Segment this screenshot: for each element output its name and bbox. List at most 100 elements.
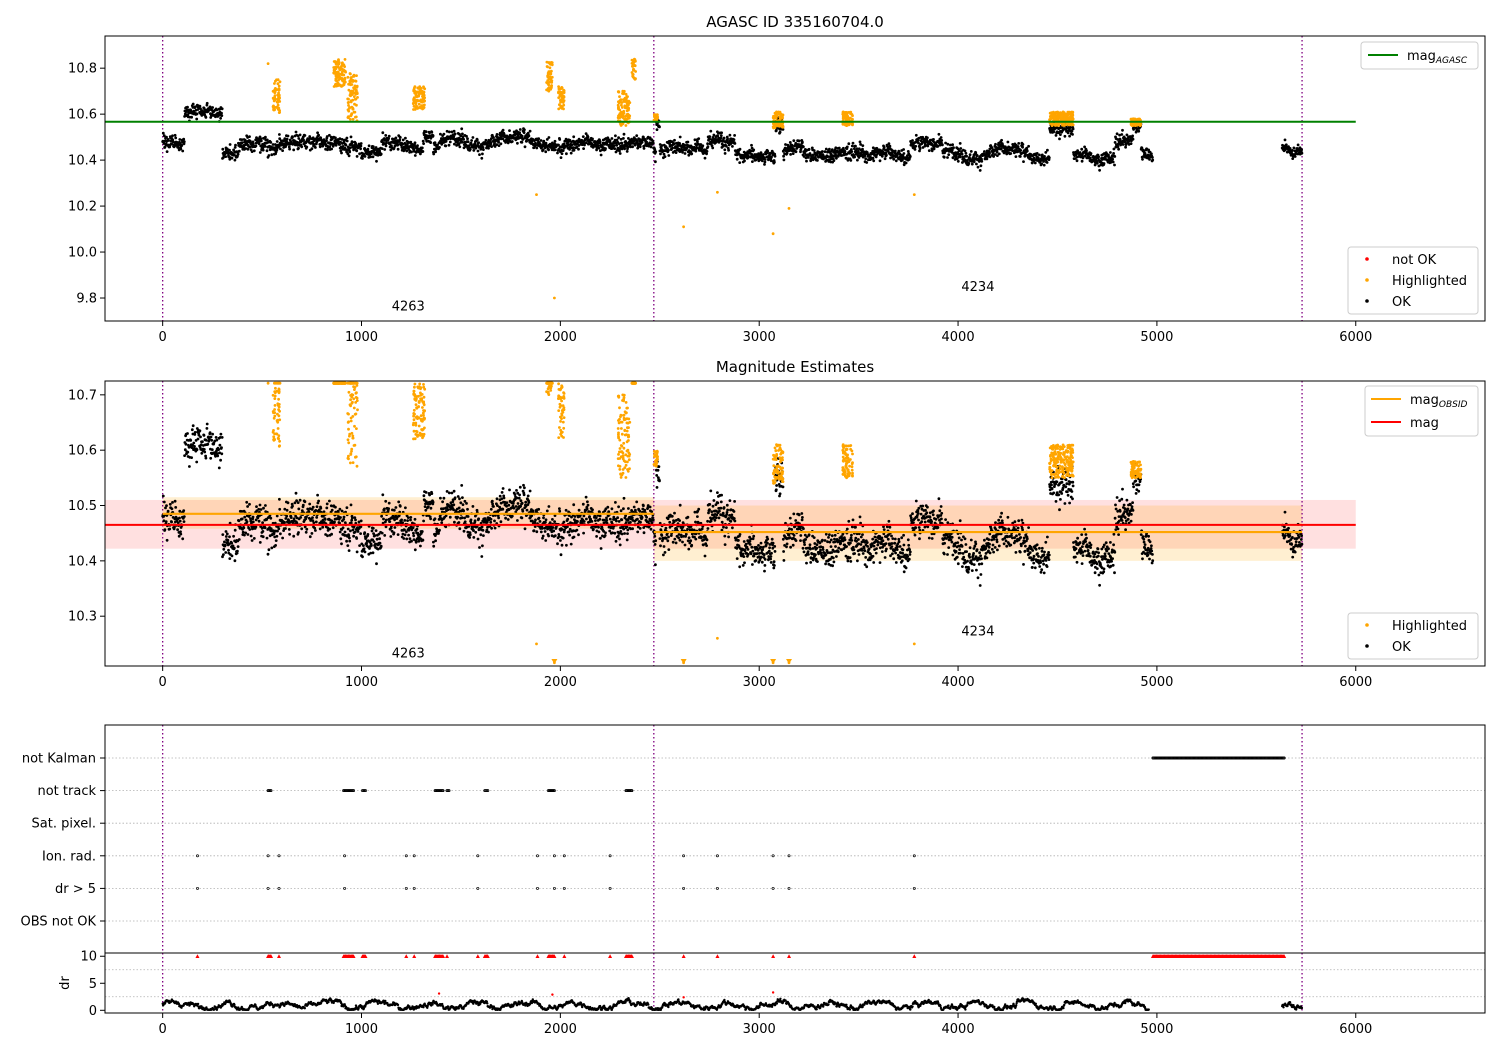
highlighted-point [1132, 117, 1136, 121]
ok-legend-marker [1365, 299, 1369, 303]
ok-point [537, 137, 541, 141]
ok-point [471, 136, 475, 139]
ok-point [850, 150, 854, 154]
ok-point [177, 144, 181, 147]
ok-point [384, 134, 388, 137]
highlighted-point [1050, 113, 1054, 117]
ok-point [678, 135, 682, 139]
ok-point [667, 154, 671, 157]
ok-point [390, 144, 393, 148]
ok-point [205, 101, 209, 105]
ok-point [1038, 153, 1041, 157]
ok-point [195, 117, 199, 121]
ok-point [605, 143, 609, 146]
ok-point [218, 113, 222, 117]
ok-point [681, 150, 684, 154]
ok-point [722, 136, 726, 140]
ok-point [161, 494, 165, 498]
ok-point [297, 146, 300, 150]
ok-point [1078, 151, 1082, 154]
ok-point [345, 136, 349, 140]
highlighted-point [1139, 124, 1142, 127]
ok-point [659, 152, 662, 156]
highlighted-point [346, 75, 350, 79]
ok-point [1291, 149, 1294, 152]
ok-point [660, 144, 664, 147]
ok-point [215, 438, 219, 442]
ok-point [398, 138, 402, 142]
ok-point [495, 143, 499, 147]
ok-point [535, 146, 539, 150]
ok-point [763, 158, 767, 161]
ok-point [278, 497, 281, 501]
highlighted-point [851, 114, 854, 118]
ok-point [706, 145, 710, 149]
ok-point [323, 518, 327, 521]
ok-point [1137, 129, 1141, 133]
ok-point [766, 149, 770, 153]
ok-point [828, 147, 831, 151]
highlighted-point [415, 105, 419, 108]
ok-point [182, 509, 186, 512]
ok-point [178, 138, 182, 141]
ok-point [914, 133, 918, 137]
ok-point [959, 155, 962, 159]
ok-point [568, 148, 571, 151]
ok-point [210, 448, 214, 452]
ok-point [349, 503, 353, 507]
agasc-obsid-labels: 4263 4234 [392, 280, 995, 315]
ok-point [939, 136, 943, 139]
ok-point [378, 537, 381, 541]
ok-point [475, 138, 479, 142]
ok-point [484, 138, 488, 142]
ok-point [314, 146, 317, 149]
ok-point [162, 500, 166, 504]
ok-point [219, 116, 223, 120]
ok-point [193, 105, 197, 109]
highlighted-point [1050, 111, 1053, 114]
ok-point [577, 147, 580, 151]
ok-point [251, 515, 255, 519]
ok-point [165, 538, 169, 542]
highlighted-point [351, 79, 355, 82]
ok-point [166, 509, 170, 513]
ok-point [979, 164, 983, 168]
ok-point [220, 436, 224, 439]
ok-point [232, 534, 236, 538]
highlighted-point [682, 225, 685, 229]
ok-point [220, 452, 224, 456]
ok-point [618, 152, 622, 155]
ok-point [271, 143, 275, 146]
ok-point [275, 514, 279, 518]
ok-point [533, 144, 537, 148]
ok-point [228, 557, 232, 560]
highlighted-point [560, 86, 564, 90]
highlighted-point [276, 97, 279, 101]
ok-point [264, 504, 267, 507]
ok-point [821, 150, 824, 153]
ok-point [635, 134, 639, 138]
highlighted-point [547, 83, 551, 87]
ok-point [1009, 152, 1013, 155]
ok-point [892, 157, 896, 161]
ok-point [481, 152, 484, 156]
ok-point [478, 153, 481, 157]
ok-point [459, 134, 463, 138]
ok-point [326, 534, 329, 538]
ok-point [252, 537, 256, 540]
highlighted-point [354, 79, 358, 83]
ok-point [318, 527, 322, 531]
ok-point [248, 528, 252, 531]
ok-point [384, 141, 388, 145]
ok-point [871, 156, 875, 160]
ok-point [191, 102, 195, 106]
highlighted-point [1054, 124, 1057, 127]
ok-point [640, 140, 644, 144]
ok-point [788, 141, 792, 144]
ok-point [805, 159, 808, 163]
ok-point [220, 107, 224, 111]
ok-point [1054, 134, 1058, 137]
ok-point [618, 149, 621, 153]
ok-point [333, 520, 336, 524]
ok-point [233, 146, 237, 149]
